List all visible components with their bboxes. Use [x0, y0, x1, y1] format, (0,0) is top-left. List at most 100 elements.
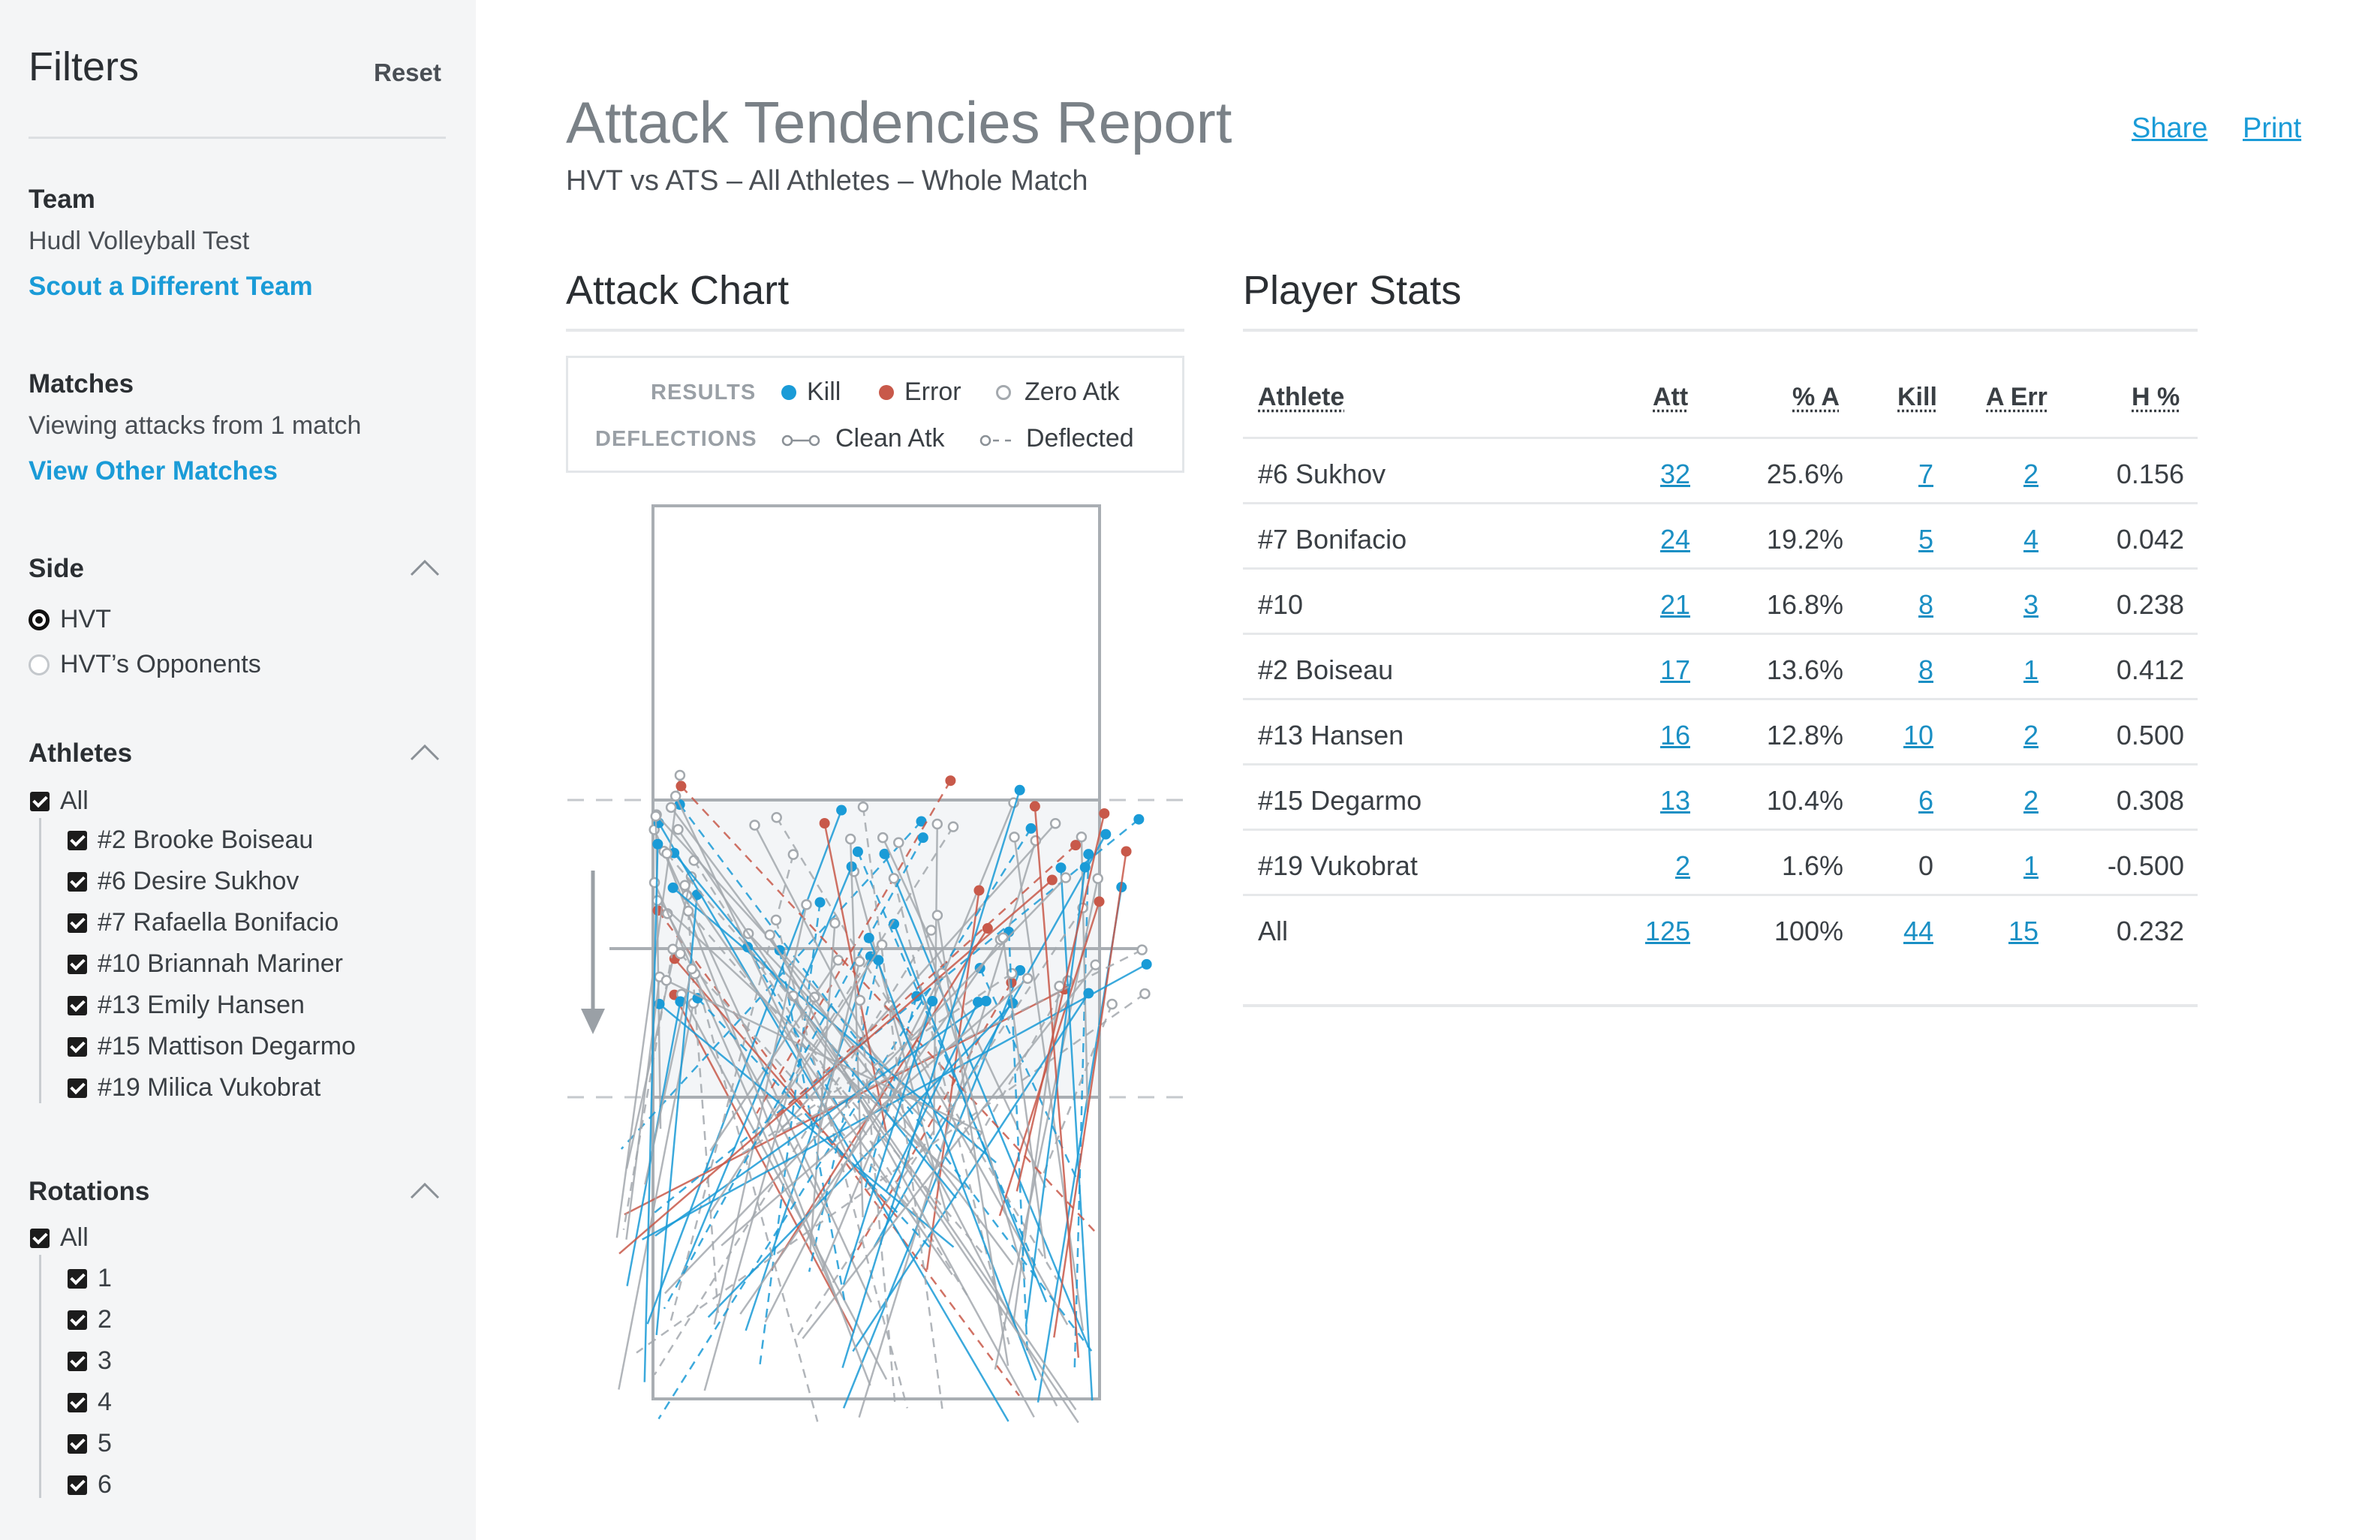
- side-option-opponents[interactable]: HVT’s Opponents: [29, 650, 261, 679]
- checkbox-checked-icon[interactable]: [68, 1433, 87, 1454]
- checkbox-checked-icon[interactable]: [68, 1078, 87, 1098]
- checkbox-checked-icon[interactable]: [68, 1310, 87, 1330]
- att-cell[interactable]: 32: [1659, 459, 1690, 489]
- athletes-heading: Athletes: [29, 738, 133, 768]
- col-h-pct[interactable]: H %: [2132, 383, 2180, 411]
- checkbox-checked-icon[interactable]: [68, 1392, 87, 1412]
- zero-trajectory: [679, 952, 924, 1223]
- attack-origin-marker: [947, 821, 959, 832]
- att-cell[interactable]: 2: [1674, 850, 1690, 881]
- a-err-cell[interactable]: 15: [2008, 916, 2038, 946]
- table-row: #19 Vukobrat 2 1.6% 0 1 -0.500: [1243, 829, 2198, 896]
- attack-origin-marker: [1100, 829, 1112, 840]
- kill-cell[interactable]: 10: [1903, 720, 1933, 750]
- zero-trajectory: [656, 900, 967, 1189]
- zero-trajectory: [764, 973, 943, 1323]
- radio-unselected-icon[interactable]: [29, 654, 50, 675]
- scout-different-team-link[interactable]: Scout a Different Team: [29, 272, 313, 301]
- col-att[interactable]: Att: [1653, 383, 1689, 411]
- share-link[interactable]: Share: [2132, 113, 2208, 144]
- rotation-checkbox[interactable]: 6: [68, 1470, 112, 1499]
- kill-trajectory: [1025, 867, 1086, 1326]
- rotation-checkbox[interactable]: 4: [68, 1388, 112, 1417]
- a-err-cell[interactable]: 3: [2023, 589, 2038, 620]
- att-cell[interactable]: 16: [1659, 720, 1690, 750]
- chevron-up-icon[interactable]: [410, 741, 440, 761]
- kill-cell[interactable]: 8: [1918, 589, 1933, 620]
- athlete-checkbox[interactable]: #7 Rafaella Bonifacio: [68, 908, 338, 937]
- att-cell[interactable]: 21: [1659, 589, 1690, 620]
- a-err-cell[interactable]: 2: [2023, 785, 2038, 816]
- matches-summary: Viewing attacks from 1 match: [29, 411, 362, 440]
- attack-origin-marker: [660, 975, 672, 986]
- athlete-checkbox[interactable]: #6 Desire Sukhov: [68, 867, 299, 896]
- attack-origin-marker: [1133, 814, 1145, 825]
- chevron-up-icon[interactable]: [410, 557, 440, 576]
- kill-cell[interactable]: 44: [1903, 916, 1933, 946]
- col-kill[interactable]: Kill: [1897, 383, 1937, 411]
- zero-trajectory: [721, 977, 1029, 1247]
- attack-origin-marker: [1079, 862, 1091, 873]
- checkbox-checked-icon[interactable]: [68, 954, 87, 974]
- col-athlete[interactable]: Athlete: [1258, 383, 1345, 411]
- athlete-checkbox[interactable]: #15 Mattison Degarmo: [68, 1032, 356, 1061]
- checkbox-checked-icon[interactable]: [30, 1228, 50, 1248]
- att-cell[interactable]: 13: [1659, 785, 1690, 816]
- checkbox-checked-icon[interactable]: [68, 1036, 87, 1057]
- athlete-cell: #15 Degarmo: [1258, 785, 1422, 816]
- print-link[interactable]: Print: [2243, 113, 2302, 144]
- kill-trajectory: [652, 818, 1140, 1215]
- reset-button[interactable]: Reset: [374, 59, 441, 86]
- att-cell[interactable]: 125: [1644, 916, 1690, 946]
- col-a-err[interactable]: A Err: [1986, 383, 2048, 411]
- zero-trajectory: [675, 796, 857, 1173]
- radio-selected-icon[interactable]: [29, 609, 50, 630]
- checkbox-checked-icon[interactable]: [68, 913, 87, 933]
- attack-origin-marker: [1121, 846, 1132, 857]
- att-cell[interactable]: 17: [1659, 654, 1690, 685]
- athlete-cell: #13 Hansen: [1258, 720, 1404, 750]
- athlete-checkbox[interactable]: #10 Briannah Mariner: [68, 949, 343, 979]
- rotation-checkbox[interactable]: 5: [68, 1429, 112, 1458]
- rotation-checkbox[interactable]: 3: [68, 1346, 112, 1376]
- athlete-checkbox[interactable]: #19 Milica Vukobrat: [68, 1073, 320, 1102]
- checkbox-checked-icon[interactable]: [68, 1351, 87, 1371]
- view-other-matches-link[interactable]: View Other Matches: [29, 456, 278, 486]
- pct-a-cell: 25.6%: [1766, 459, 1843, 489]
- zero-trajectory: [694, 973, 819, 1422]
- rotation-checkbox[interactable]: 1: [68, 1264, 112, 1293]
- athletes-all-checkbox[interactable]: All: [30, 787, 89, 816]
- checkbox-checked-icon[interactable]: [68, 871, 87, 892]
- side-option-hvt[interactable]: HVT: [29, 605, 111, 634]
- side-option-label: HVT’s Opponents: [60, 650, 261, 678]
- checkbox-checked-icon[interactable]: [68, 1268, 87, 1289]
- kill-cell[interactable]: 5: [1918, 524, 1933, 555]
- kill-cell[interactable]: 6: [1918, 785, 1933, 816]
- kill-trajectory: [841, 790, 1021, 1368]
- legend-deflected: Deflected: [1026, 424, 1134, 453]
- rotations-all-checkbox[interactable]: All: [30, 1223, 89, 1253]
- attack-origin-marker: [1054, 980, 1065, 992]
- a-err-cell[interactable]: 2: [2023, 720, 2038, 750]
- col-pct-a[interactable]: % A: [1792, 383, 1840, 411]
- zero-trajectory: [765, 826, 955, 1122]
- checkbox-checked-icon[interactable]: [68, 1475, 87, 1495]
- a-err-cell[interactable]: 1: [2023, 850, 2038, 881]
- a-err-cell[interactable]: 1: [2023, 654, 2038, 685]
- attack-origin-marker: [1070, 840, 1082, 851]
- kill-cell[interactable]: 8: [1918, 654, 1933, 685]
- chevron-up-icon[interactable]: [410, 1180, 440, 1199]
- kill-cell[interactable]: 7: [1918, 459, 1933, 489]
- attack-origin-marker: [1092, 873, 1103, 884]
- checkbox-checked-icon[interactable]: [68, 830, 87, 850]
- a-err-cell[interactable]: 2: [2023, 459, 2038, 489]
- athlete-checkbox[interactable]: #13 Emily Hansen: [68, 991, 305, 1020]
- athlete-checkbox[interactable]: #2 Brooke Boiseau: [68, 826, 313, 855]
- clean-attack-line-icon: [781, 435, 820, 447]
- attack-origin-marker: [669, 790, 682, 802]
- checkbox-checked-icon[interactable]: [68, 995, 87, 1015]
- a-err-cell[interactable]: 4: [2023, 524, 2038, 555]
- checkbox-checked-icon[interactable]: [30, 791, 50, 811]
- att-cell[interactable]: 24: [1659, 524, 1690, 555]
- rotation-checkbox[interactable]: 2: [68, 1305, 112, 1334]
